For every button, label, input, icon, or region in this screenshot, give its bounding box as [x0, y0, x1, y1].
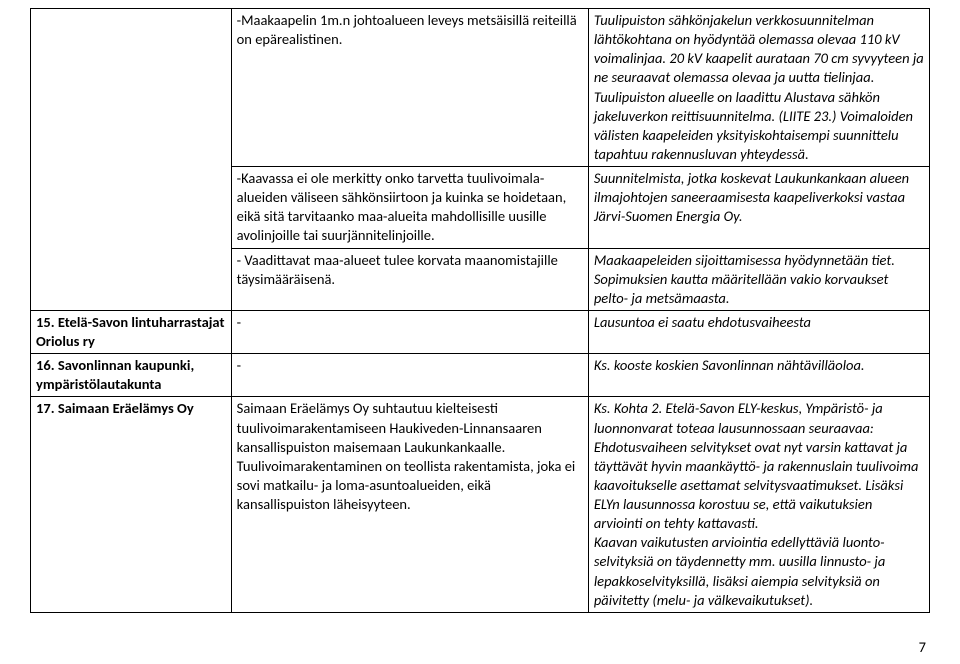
- table-cell-col1: 15. Etelä-Savon lintuharrastajat Oriolus…: [31, 310, 232, 353]
- table-cell-col2: -Kaavassa ei ole merkitty onko tarvetta …: [231, 167, 588, 249]
- table-cell-col2: -: [231, 310, 588, 353]
- table-cell-col1: [31, 9, 232, 311]
- table-cell-col3: Tuulipuiston sähkönjakelun verkkosuunnit…: [588, 9, 929, 167]
- table-cell-col3: Suunnitelmista, jotka koskevat Laukunkan…: [588, 167, 929, 249]
- table-cell-col2: -: [231, 354, 588, 397]
- table-cell-col3: Ks. kooste koskien Savonlinnan nähtävill…: [588, 354, 929, 397]
- table-cell-col3: Ks. Kohta 2. Etelä-Savon ELY-keskus, Ymp…: [588, 397, 929, 612]
- table-cell-col3: Maakaapeleiden sijoittamisessa hyödynnet…: [588, 248, 929, 310]
- table-cell-col2: -Maakaapelin 1m.n johtoalueen leveys met…: [231, 9, 588, 167]
- table-cell-col2: - Vaadittavat maa-alueet tulee korvata m…: [231, 248, 588, 310]
- page-number: 7: [919, 638, 926, 658]
- table-cell-col1: 17. Saimaan Eräelämys Oy: [31, 397, 232, 612]
- table-cell-col1: 16. Savonlinnan kaupunki, ympäristölauta…: [31, 354, 232, 397]
- table-cell-col2: Saimaan Eräelämys Oy suhtautuu kielteise…: [231, 397, 588, 612]
- table-cell-col3: Lausuntoa ei saatu ehdotusvaiheesta: [588, 310, 929, 353]
